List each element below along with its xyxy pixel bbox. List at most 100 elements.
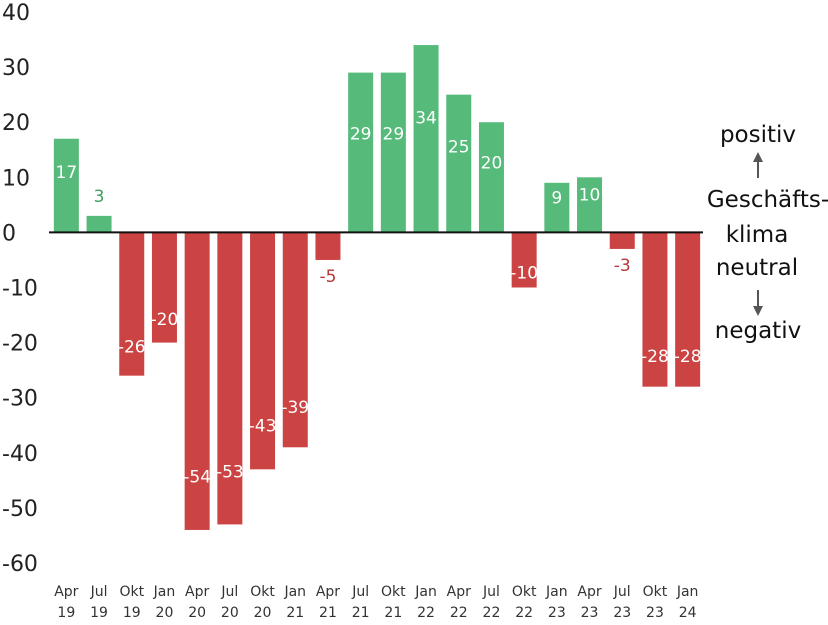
bar-value-label: -20 [151,310,179,330]
x-tick-label: 21 [319,605,337,621]
x-tick-label: Jan [545,584,568,600]
bar-positive [86,215,112,233]
bar-negative [511,232,537,288]
x-tick-label: Jul [220,584,238,600]
y-tick-label: -30 [2,387,38,412]
x-tick-label: Apr [54,584,78,600]
bar-positive [413,45,439,233]
y-tick-label: -20 [2,332,38,357]
x-tick-label: Okt [643,584,668,600]
bar-value-label: 9 [551,189,562,209]
x-tick-label: Okt [512,584,537,600]
x-tick-label: 20 [254,605,272,621]
x-tick-label: Okt [250,584,275,600]
x-tick-label: Jul [613,584,631,600]
bar-negative [609,232,635,249]
x-tick-label: 19 [57,605,75,621]
x-axis-ticks: Apr 19 Jul 19 Okt 19 Jan 20 Apr 20 Jul 20 Okt 20 Jan 21… [54,584,698,621]
x-tick-label: Jan [283,584,306,600]
bar-value-label: 34 [415,109,437,129]
bar-negative [250,232,276,470]
data-labels: 17 3 -26-20 -54 -53 -43-39 -5 29 29 34 25 20 -10 9 10 -… [56,109,702,488]
x-tick-label: Apr [447,584,471,600]
bar-value-label: -54 [183,467,211,487]
x-tick-label: Apr [185,584,209,600]
legend-negative-text: negativ [715,318,801,344]
bar-positive [53,138,79,233]
x-tick-label: Apr [577,584,601,600]
x-tick-label: 19 [90,605,108,621]
bar-value-label: 10 [579,185,601,205]
bar-value-label: 20 [481,153,503,173]
bar-value-label: -28 [641,347,669,367]
y-tick-label: 40 [2,1,30,26]
y-tick-label: -50 [2,497,38,522]
x-tick-label: Okt [381,584,406,600]
side-legend: positiv Geschäfts- klima neutral negativ [707,122,828,344]
bar-negative [119,232,145,376]
bar-value-label: -39 [281,398,309,418]
bar-value-label: -26 [118,338,146,358]
y-tick-label: 20 [2,111,30,136]
y-tick-label: -60 [2,552,38,577]
x-tick-label: Jul [482,584,500,600]
x-tick-label: Jan [414,584,437,600]
bars [53,45,701,530]
bar-value-label: -5 [319,267,336,287]
bar-value-label: 25 [448,138,470,158]
bar-negative [675,232,701,387]
legend-positive-text: positiv [720,122,796,148]
x-tick-label: 22 [417,605,435,621]
x-tick-label: Okt [119,584,144,600]
bar-negative [217,232,243,525]
x-tick-label: 21 [286,605,304,621]
x-tick-label: Jan [676,584,699,600]
x-tick-label: 22 [450,605,468,621]
bar-value-label: -3 [614,256,631,276]
x-tick-label: 21 [352,605,370,621]
bar-negative [642,232,668,387]
bar-value-label: 29 [350,125,372,145]
bar-positive [446,94,472,233]
bar-value-label: 3 [94,187,105,207]
y-tick-label: 10 [2,166,30,191]
bar-positive [577,177,603,233]
x-tick-label: Apr [316,584,340,600]
x-tick-label: 23 [581,605,599,621]
bar-negative [315,232,341,260]
bar-positive [544,182,570,233]
bar-negative [151,232,177,343]
bar-positive [478,122,504,233]
legend-geschaefts-text: Geschäfts- [707,187,828,213]
x-tick-label: 21 [384,605,402,621]
y-tick-label: 30 [2,56,30,81]
x-tick-label: 22 [483,605,501,621]
x-tick-label: 20 [156,605,174,621]
y-axis-ticks: 40 30 20 10 0 -10 -20 -30 -40 -50 -60 [2,1,38,577]
bar-value-label: 29 [383,125,405,145]
x-tick-label: 20 [221,605,239,621]
bar-positive [348,72,374,233]
x-tick-label: 23 [548,605,566,621]
x-tick-label: Jan [153,584,176,600]
legend-klima-text: klima [726,222,789,248]
bar-value-label: 17 [56,163,78,183]
x-tick-label: 19 [123,605,141,621]
bar-positive [380,72,406,233]
x-tick-label: 23 [613,605,631,621]
y-tick-label: 0 [2,221,16,246]
bar-value-label: -28 [674,347,702,367]
legend-neutral-text: neutral [716,255,798,281]
bar-value-label: -53 [216,463,244,483]
bar-negative [184,232,210,530]
bar-value-label: -43 [249,416,277,436]
x-tick-label: Jul [351,584,369,600]
y-tick-label: -40 [2,442,38,467]
bar-negative [282,232,308,448]
y-tick-label: -10 [2,277,38,302]
x-tick-label: 22 [515,605,533,621]
x-tick-label: Jul [90,584,108,600]
x-tick-label: 24 [679,605,697,621]
